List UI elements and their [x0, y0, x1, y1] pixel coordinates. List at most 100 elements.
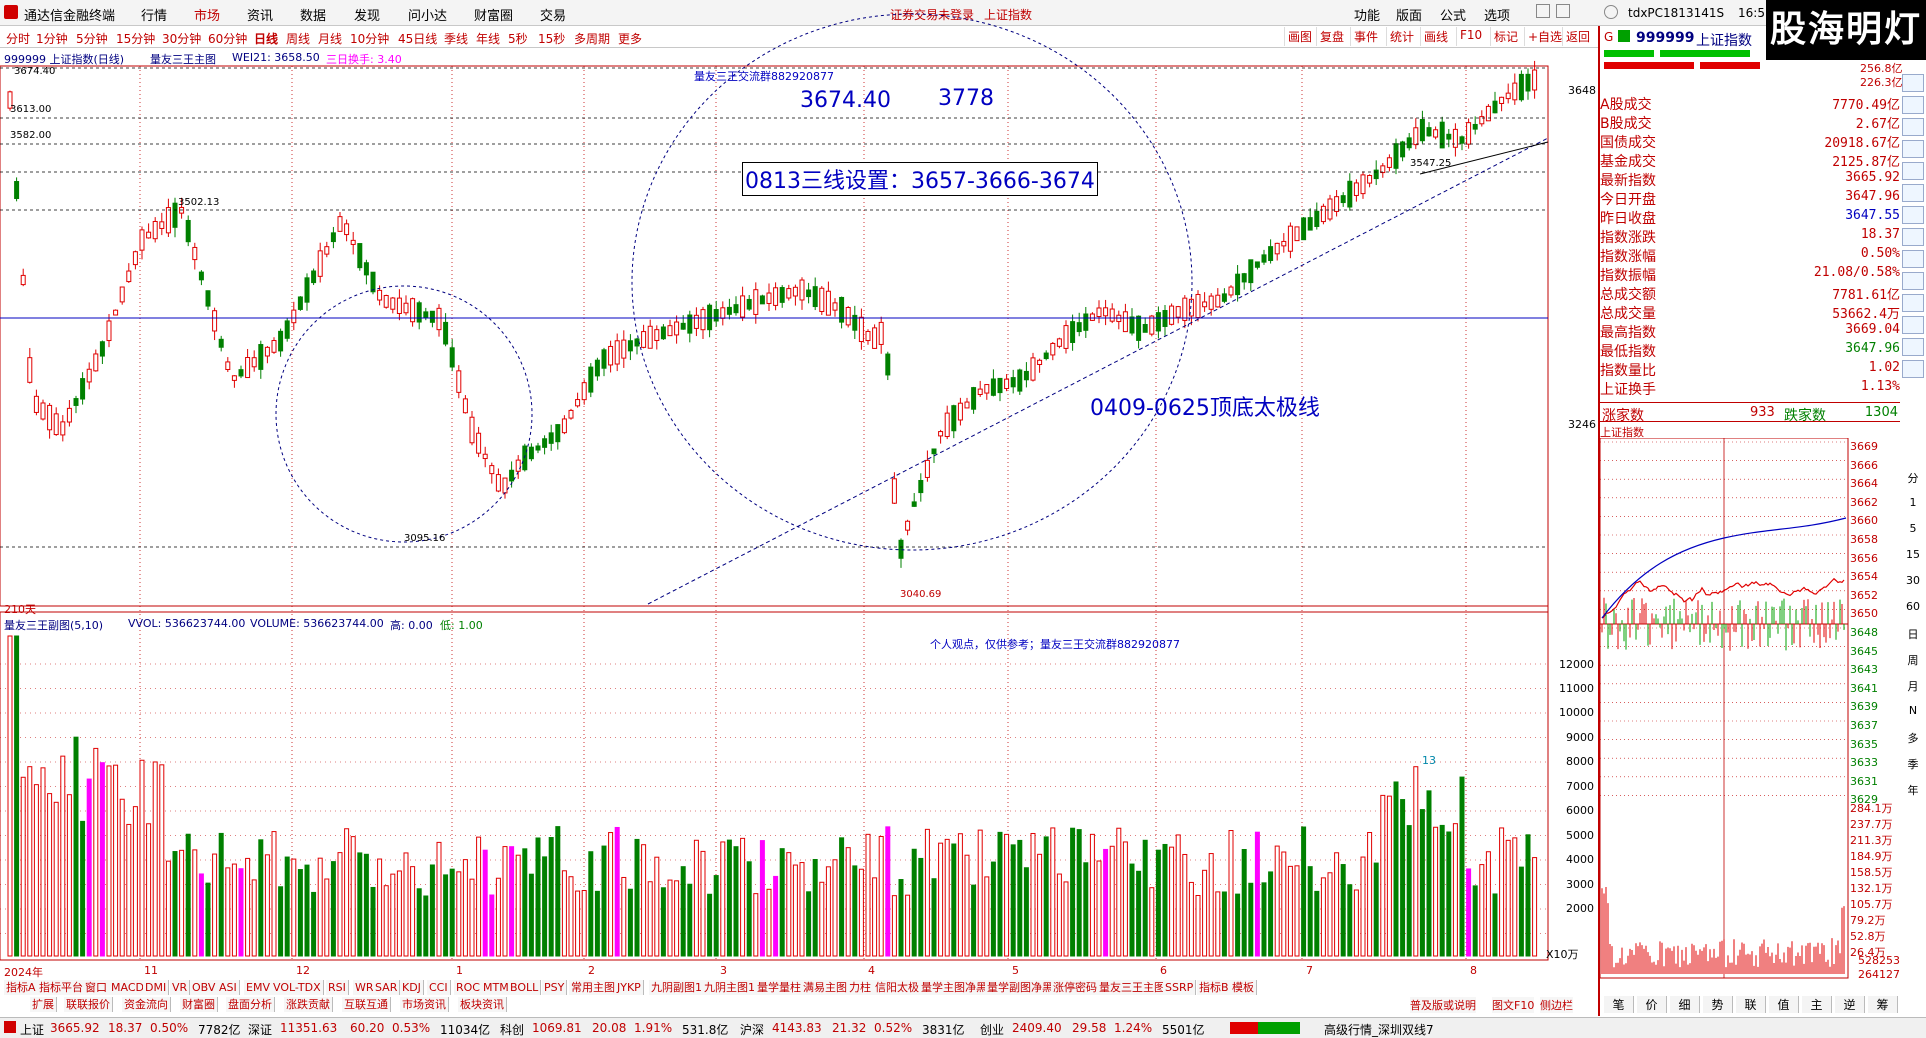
indicator-tab-30[interactable]: 量友三王主图: [1097, 980, 1168, 995]
extension-tab-4[interactable]: 盘面分析: [226, 997, 275, 1012]
vertical-period-tab[interactable]: 年: [1907, 784, 1919, 797]
period-year[interactable]: 年线: [476, 32, 501, 46]
indicator-tab-4[interactable]: DMI: [143, 980, 170, 995]
side-tool-icon[interactable]: [1902, 250, 1924, 268]
indicator-tab-15[interactable]: ROC: [454, 980, 483, 995]
menu-banmian[interactable]: 版面: [1396, 9, 1423, 24]
period-1min[interactable]: 1分钟: [36, 32, 68, 46]
indicator-tab-13[interactable]: KDJ: [400, 980, 424, 995]
vertical-period-tab[interactable]: 周: [1907, 654, 1919, 667]
side-tool-icon[interactable]: [1902, 74, 1924, 92]
period-weekly[interactable]: 周线: [286, 32, 311, 46]
extension-tab-8[interactable]: 板块资讯: [458, 997, 507, 1012]
extension-tab-0[interactable]: 扩展: [30, 997, 57, 1012]
extension-tab-2[interactable]: 资金流向: [122, 997, 171, 1012]
status-sh-label[interactable]: 上证: [20, 1023, 45, 1037]
indicator-tab-7[interactable]: ASI: [217, 980, 240, 995]
menu-zixun[interactable]: 资讯: [247, 9, 274, 24]
indicator-tab-0[interactable]: 指标A: [4, 980, 39, 995]
status-sz-label[interactable]: 深证: [248, 1023, 273, 1037]
vertical-period-tab[interactable]: 15: [1906, 548, 1920, 561]
indicator-tab-11[interactable]: WR: [353, 980, 377, 995]
period-monthly[interactable]: 月线: [318, 32, 343, 46]
tool-fupan[interactable]: 复盘: [1316, 27, 1347, 46]
period-30min[interactable]: 30分钟: [162, 32, 202, 46]
indicator-tab-27[interactable]: 量学主图净黑: [919, 980, 990, 995]
period-15sec[interactable]: 15秒: [538, 32, 566, 46]
indicator-tab-10[interactable]: RSI: [326, 980, 349, 995]
indicator-tab-24[interactable]: 满易主图: [801, 980, 850, 995]
period-fenshi[interactable]: 分时: [6, 32, 31, 46]
period-5sec[interactable]: 5秒: [508, 32, 528, 46]
indicator-tab-21[interactable]: 九阴副图1: [649, 980, 705, 995]
menu-hangqing[interactable]: 行情: [141, 9, 168, 24]
rp-bottom-tab[interactable]: 逆: [1835, 996, 1865, 1013]
indicator-tab-29[interactable]: 涨停密码: [1051, 980, 1100, 995]
menu-gongshi[interactable]: 公式: [1440, 9, 1467, 24]
side-tool-icon[interactable]: [1902, 206, 1924, 224]
status-sidebar[interactable]: 侧边栏: [1540, 997, 1573, 1013]
period-60min[interactable]: 60分钟: [208, 32, 248, 46]
status-hs-label[interactable]: 沪深: [740, 1023, 765, 1037]
vertical-period-tab[interactable]: 日: [1907, 628, 1919, 641]
rp-bottom-tab[interactable]: 笔: [1604, 996, 1634, 1013]
vertical-period-tab[interactable]: 分: [1907, 472, 1919, 485]
rp-bottom-tab[interactable]: 价: [1637, 996, 1667, 1013]
indicator-tab-9[interactable]: VOL-TDX: [271, 980, 324, 995]
vertical-period-tab[interactable]: 5: [1909, 522, 1917, 535]
tool-tongji[interactable]: 统计: [1386, 27, 1417, 46]
period-more[interactable]: 更多: [618, 32, 643, 46]
period-45day[interactable]: 45日线: [398, 32, 438, 46]
tool-huatu[interactable]: 画图: [1284, 27, 1315, 46]
menu-gongneng[interactable]: 功能: [1354, 9, 1381, 24]
menu-shichang[interactable]: 市场: [194, 9, 221, 24]
indicator-tab-8[interactable]: EMV: [244, 980, 273, 995]
indicator-tab-18[interactable]: PSY: [542, 980, 568, 995]
tool-shijian[interactable]: 事件: [1350, 27, 1381, 46]
rp-bottom-tab[interactable]: 细: [1670, 996, 1700, 1013]
status-cy-label[interactable]: 创业: [980, 1023, 1005, 1037]
indicator-tab-22[interactable]: 九阴主图1: [702, 980, 758, 995]
indicator-tab-1[interactable]: 指标平台: [37, 980, 86, 995]
side-tool-icon[interactable]: [1902, 118, 1924, 136]
tool-back[interactable]: 返回: [1562, 27, 1593, 46]
menu-xuanxiang[interactable]: 选项: [1484, 9, 1511, 24]
status-help[interactable]: 普及版或说明: [1410, 997, 1476, 1013]
indicator-tab-5[interactable]: VR: [170, 980, 191, 995]
extension-tab-1[interactable]: 联联报价: [64, 997, 113, 1012]
info-indicator[interactable]: 量友三王主图: [150, 53, 216, 66]
vertical-period-tab[interactable]: 多: [1907, 732, 1919, 745]
tool-add-favorite[interactable]: +自选: [1524, 27, 1565, 46]
kline-chart[interactable]: [0, 0, 1600, 980]
period-5min[interactable]: 5分钟: [76, 32, 108, 46]
indicator-tab-3[interactable]: MACD: [109, 980, 147, 995]
status-hq-label[interactable]: 高级行情_深圳双线7: [1324, 1023, 1434, 1037]
extension-tab-7[interactable]: 市场资讯: [400, 997, 449, 1012]
indicator-tab-33[interactable]: 模板: [1230, 980, 1257, 995]
vertical-period-tab[interactable]: 季: [1907, 758, 1919, 771]
period-daily[interactable]: 日线: [254, 32, 279, 46]
side-tool-icon[interactable]: [1902, 96, 1924, 114]
extension-tab-3[interactable]: 财富圈: [180, 997, 218, 1012]
indicator-tab-23[interactable]: 量学量柱: [755, 980, 804, 995]
period-quarter[interactable]: 季线: [444, 32, 469, 46]
menu-jiaoyi[interactable]: 交易: [540, 9, 567, 24]
rp-bottom-tab[interactable]: 联: [1736, 996, 1766, 1013]
vertical-period-tab[interactable]: 月: [1907, 680, 1919, 693]
rp-bottom-tab[interactable]: 值: [1769, 996, 1799, 1013]
window-icon[interactable]: [1536, 4, 1550, 18]
menu-wenxiaoda[interactable]: 问小达: [408, 9, 448, 24]
tool-f10[interactable]: F10: [1456, 27, 1485, 46]
period-10min[interactable]: 10分钟: [350, 32, 390, 46]
side-tool-icon[interactable]: [1902, 140, 1924, 158]
indicator-tab-2[interactable]: 窗口: [83, 980, 110, 995]
indicator-tab-32[interactable]: 指标B: [1197, 980, 1232, 995]
indicator-tab-19[interactable]: 常用主图: [569, 980, 618, 995]
side-tool-icon[interactable]: [1902, 184, 1924, 202]
indicator-tab-26[interactable]: 信阳太极: [873, 980, 922, 995]
menu-shuju[interactable]: 数据: [300, 9, 327, 24]
indicator-tab-31[interactable]: SSRP: [1163, 980, 1197, 995]
vertical-period-tab[interactable]: 60: [1906, 600, 1920, 613]
indicator-tab-25[interactable]: 力柱: [847, 980, 874, 995]
side-tool-icon[interactable]: [1902, 294, 1924, 312]
